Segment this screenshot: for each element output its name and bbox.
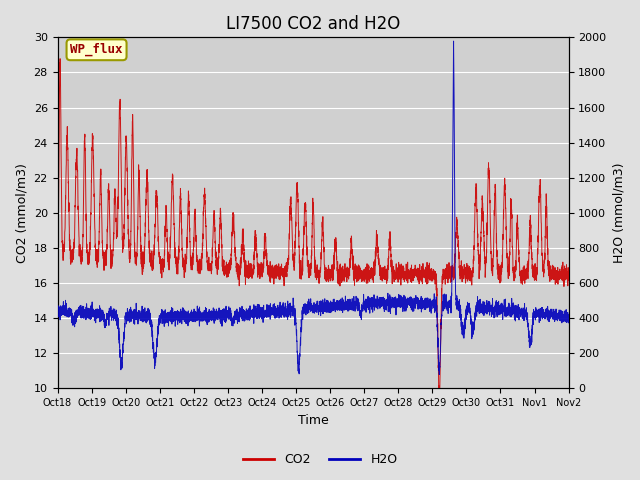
Text: WP_flux: WP_flux xyxy=(70,43,123,57)
Title: LI7500 CO2 and H2O: LI7500 CO2 and H2O xyxy=(226,15,400,33)
X-axis label: Time: Time xyxy=(298,414,328,427)
Legend: CO2, H2O: CO2, H2O xyxy=(237,448,403,471)
Y-axis label: CO2 (mmol/m3): CO2 (mmol/m3) xyxy=(15,163,28,263)
Y-axis label: H2O (mmol/m3): H2O (mmol/m3) xyxy=(612,163,625,263)
